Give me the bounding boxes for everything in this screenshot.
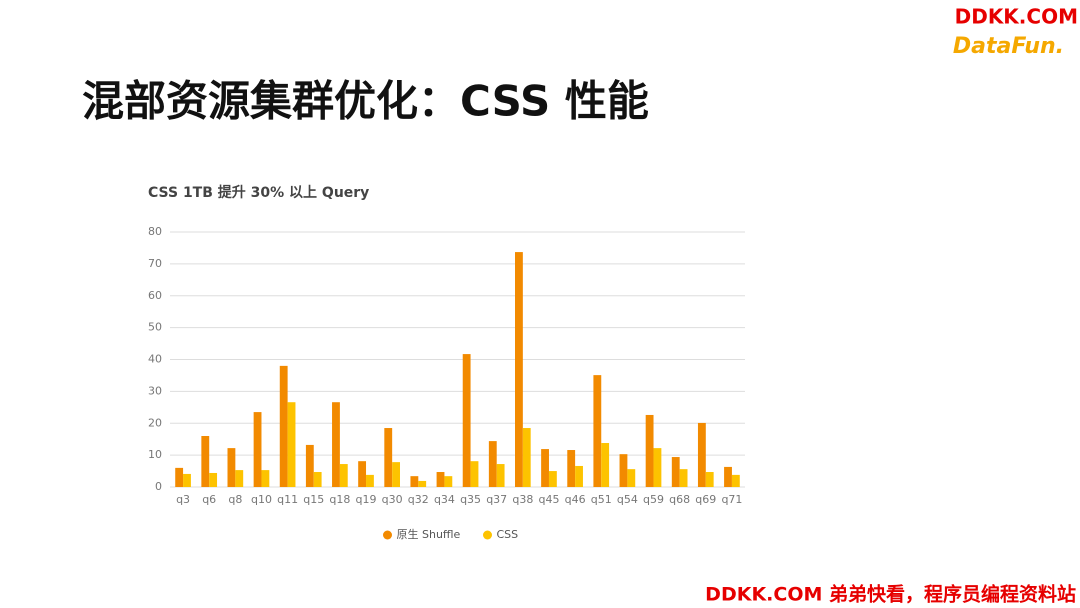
bar [392,462,400,487]
x-tick-label: q15 [303,493,324,506]
bar [724,466,732,487]
bar [366,474,374,487]
logo: DataFun. [953,34,1064,59]
x-tick-label: q30 [382,493,403,506]
bar [279,365,288,487]
y-tick-label: 20 [148,416,162,429]
bar [470,461,479,487]
bar [287,402,296,487]
bar [332,402,340,487]
y-tick-label: 0 [155,480,162,493]
bar [313,472,322,487]
x-tick-label: q32 [408,493,429,506]
x-tick-label: q11 [277,493,298,506]
bar [671,457,680,487]
x-tick-label: q45 [538,493,559,506]
bar [593,375,602,487]
bar [567,450,576,487]
bar [522,428,531,487]
y-tick-label: 40 [148,353,162,366]
y-tick-label: 60 [148,289,162,302]
slide-title: 混部资源集群优化：CSS 性能 [82,77,649,126]
bar [645,414,654,487]
bar [358,461,367,487]
y-tick-label: 10 [148,448,162,461]
bar [697,422,706,487]
x-tick-label: q6 [202,493,216,506]
x-tick-label: q68 [669,493,690,506]
bar [627,469,636,487]
x-tick-label: q35 [460,493,481,506]
bar [384,428,393,487]
bar [235,470,244,487]
bar [548,471,557,487]
x-tick-label: q18 [329,493,350,506]
bar [541,449,549,487]
bar [183,473,191,487]
footer: DDKK.COM 弟弟快看，程序员编程资料站 [705,583,1076,606]
bar [444,476,453,487]
bar [261,470,270,487]
bar [705,472,714,487]
bar [515,252,523,487]
legend-marker [483,530,492,540]
bar [418,480,427,487]
x-tick-label: q51 [591,493,612,506]
x-tick-label: q3 [176,493,190,506]
x-tick-label: q54 [617,493,638,506]
bar [462,354,471,487]
bar [575,465,583,487]
x-tick-label: q34 [434,493,455,506]
x-tick-label: q19 [356,493,377,506]
bar [496,464,505,487]
legend-label: CSS [497,528,519,541]
x-tick-label: q59 [643,493,664,506]
bar [731,474,740,487]
y-tick-label: 30 [148,384,162,397]
bar [653,448,662,487]
legend-label: 原生 Shuffle [397,527,461,541]
chart-title: CSS 1TB 提升 30% 以上 Query [148,184,369,201]
bar [619,454,628,487]
bar [601,443,610,487]
x-tick-label: q46 [565,493,586,506]
x-tick-label: q71 [721,493,742,506]
y-tick-label: 70 [148,257,162,270]
bar [227,448,236,487]
bar [410,476,419,487]
bar [201,436,210,487]
x-tick-label: q38 [512,493,533,506]
bar [488,441,497,487]
x-tick-label: q69 [695,493,716,506]
y-tick-label: 50 [148,321,162,334]
x-tick-label: q37 [486,493,507,506]
bar [253,412,262,487]
x-tick-label: q8 [228,493,242,506]
bar [209,472,218,487]
bar [305,444,314,487]
watermark: DDKK.COM [955,5,1078,29]
bar [679,469,688,487]
legend-marker [383,530,392,540]
x-tick-label: q10 [251,493,272,506]
bar [175,467,184,487]
bar [436,472,445,487]
bar [339,464,348,487]
y-tick-label: 80 [148,225,162,238]
